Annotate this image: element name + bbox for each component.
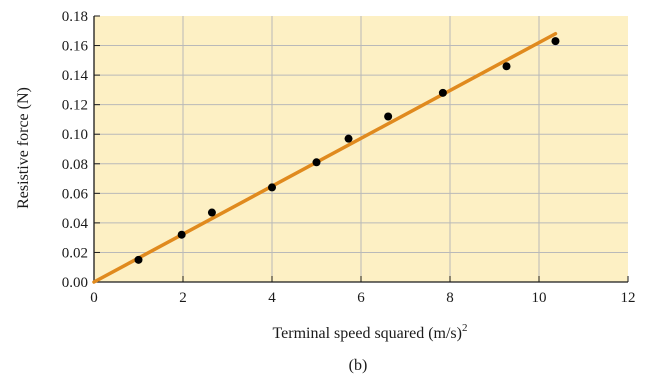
data-point <box>384 112 393 121</box>
x-tick-label: 12 <box>621 290 636 306</box>
fit-line <box>92 31 558 284</box>
data-point <box>177 230 186 239</box>
data-point <box>551 37 560 46</box>
y-tick-label: 0.12 <box>62 98 88 114</box>
data-point <box>134 255 143 264</box>
y-tick-label: 0.04 <box>62 216 89 232</box>
data-point <box>344 134 353 143</box>
y-tick-label: 0.16 <box>62 39 89 55</box>
y-tick-label: 0.00 <box>62 275 88 291</box>
ticks: 0 2 4 6 8 10 12 0.00 0.02 0.04 0.06 0.08 0.10 0.12 0.1… <box>62 9 636 306</box>
x-tick-label: 6 <box>357 290 365 306</box>
data-point <box>438 88 447 97</box>
x-axis-label-text: Terminal speed squared (m/s) <box>273 325 462 342</box>
y-tick-label: 0.10 <box>62 127 88 143</box>
data-point <box>207 208 216 217</box>
y-tick-label: 0.08 <box>62 157 88 173</box>
x-tick-label: 4 <box>268 290 276 306</box>
y-tick-label: 0.02 <box>62 245 88 261</box>
data-point <box>502 62 511 71</box>
x-tick-label: 0 <box>90 290 98 306</box>
x-tick-label: 2 <box>179 290 187 306</box>
y-axis-label: Resistive force (N) <box>15 87 32 209</box>
y-tick-label: 0.18 <box>62 9 88 25</box>
data-points <box>134 37 560 264</box>
x-axis-label: Terminal speed squared (m/s)2 <box>273 322 468 342</box>
figure-caption: (b) <box>349 357 368 374</box>
y-tick-label: 0.14 <box>62 68 89 84</box>
x-tick-label: 8 <box>446 290 454 306</box>
data-point <box>268 183 276 192</box>
data-point <box>312 158 321 167</box>
y-tick-label: 0.06 <box>62 186 89 202</box>
x-tick-label: 10 <box>532 290 547 306</box>
grid <box>94 16 628 282</box>
x-axis-label-exponent: 2 <box>462 322 468 334</box>
